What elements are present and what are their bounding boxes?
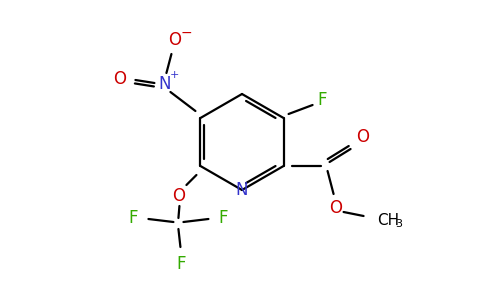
Text: F: F xyxy=(318,91,327,109)
Text: F: F xyxy=(129,209,138,227)
Text: +: + xyxy=(170,70,179,80)
Text: CH: CH xyxy=(378,212,400,227)
Text: O: O xyxy=(172,187,185,205)
Text: N: N xyxy=(158,75,171,93)
Text: −: − xyxy=(181,26,192,40)
Text: N: N xyxy=(236,181,248,199)
Text: O: O xyxy=(329,199,342,217)
Text: O: O xyxy=(356,128,369,146)
Text: 3: 3 xyxy=(395,219,403,229)
Text: F: F xyxy=(177,255,186,273)
Text: O: O xyxy=(113,70,126,88)
Text: F: F xyxy=(219,209,228,227)
Text: O: O xyxy=(168,31,181,49)
